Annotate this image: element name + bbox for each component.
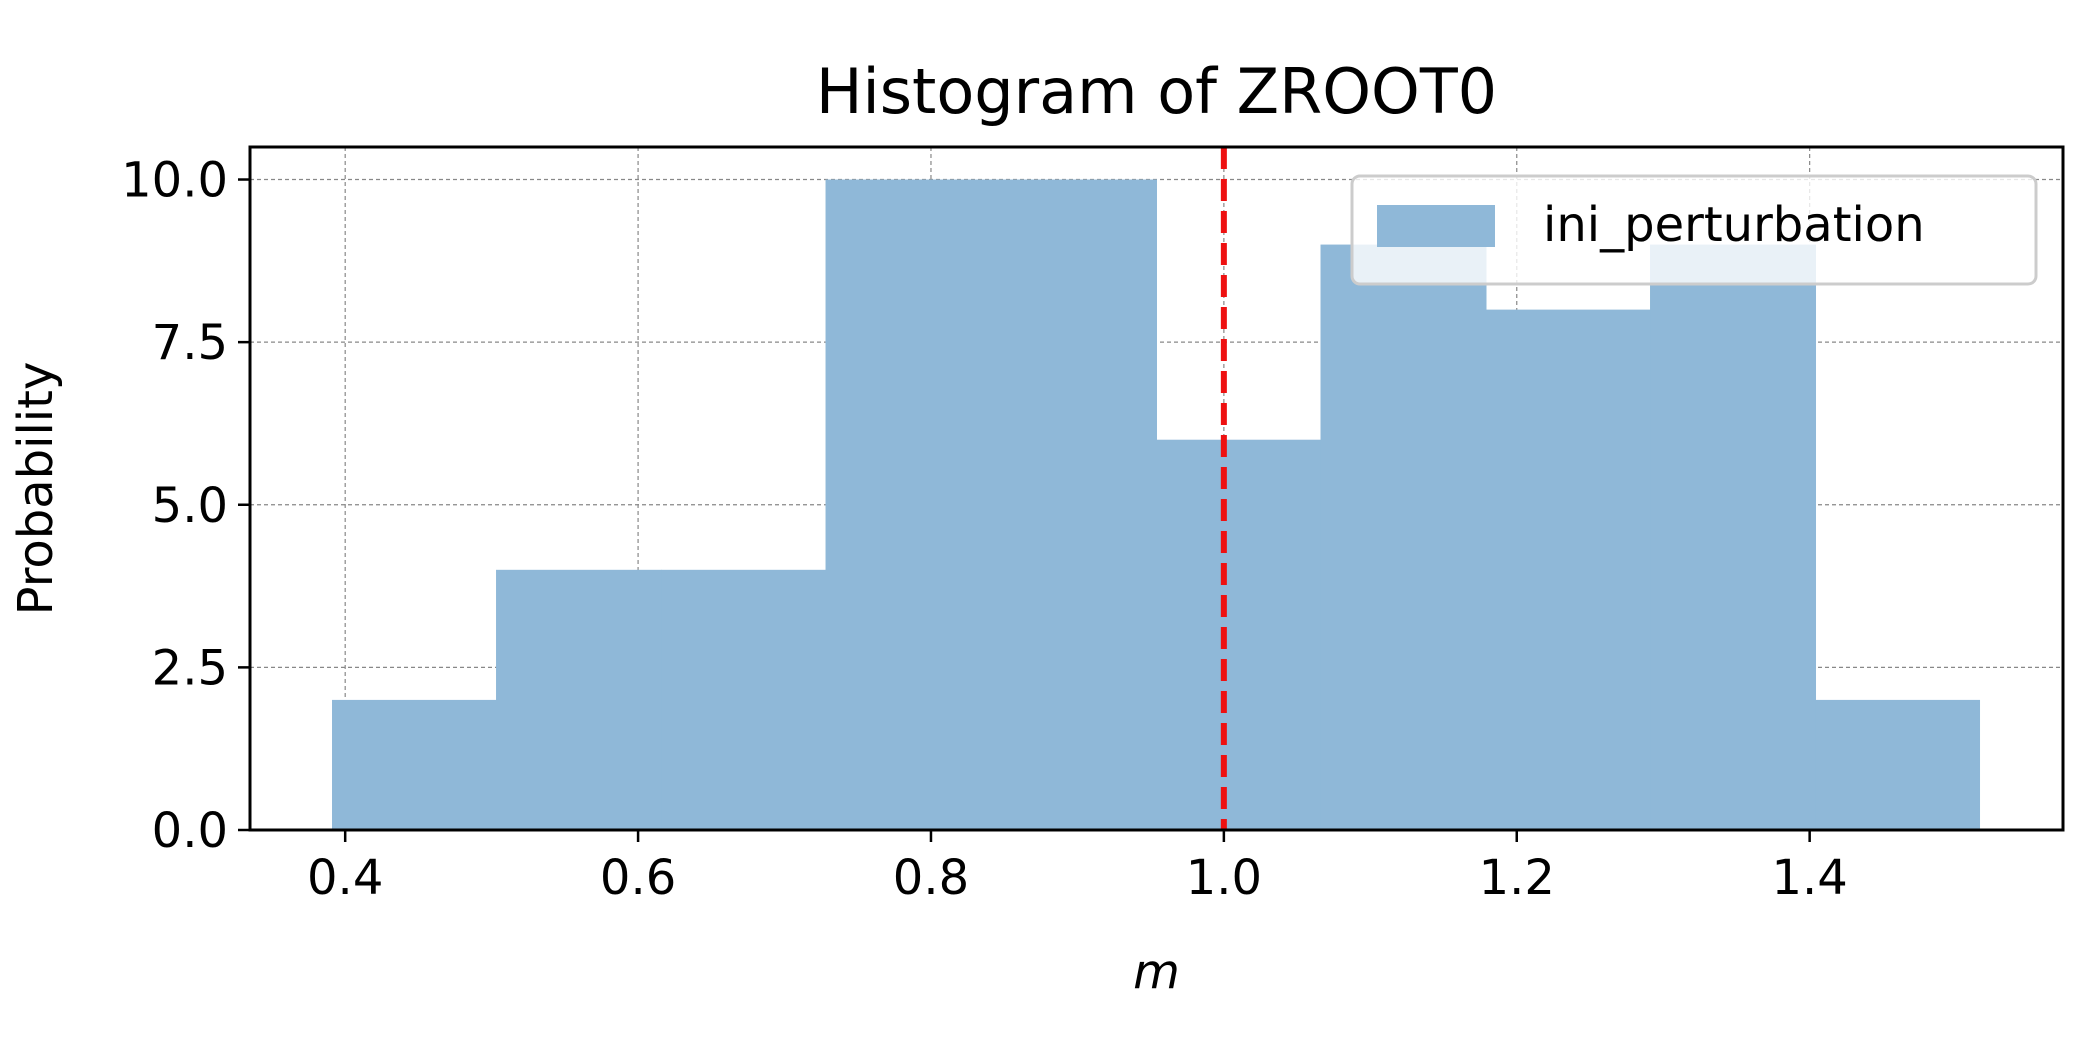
y-axis-label: Probability	[8, 362, 64, 616]
plot-frame	[248, 145, 2065, 832]
histogram-bar	[1320, 244, 1487, 831]
y-axis-ticks: 0.0 2.5 5.0 7.5 10.0	[121, 153, 250, 859]
legend: ini_perturbation	[1350, 174, 2038, 286]
histogram-bar	[1815, 699, 1981, 830]
histogram-bar	[991, 179, 1157, 830]
histogram-bar	[1486, 309, 1651, 831]
x-axis-label: m	[1133, 944, 1180, 1000]
legend-swatch	[1377, 205, 1495, 247]
x-tick-label: 0.6	[600, 850, 676, 906]
x-axis-ticks: 0.4 0.6 0.8 1.0 1.2 1.4	[307, 830, 1848, 906]
y-tick-label: 2.5	[152, 640, 228, 696]
y-tick-label: 5.0	[152, 478, 228, 534]
histogram-bars	[332, 179, 1981, 831]
histogram-bar	[496, 569, 663, 830]
y-tick-label: 10.0	[121, 153, 228, 209]
chart-title: Histogram of ZROOT0	[816, 55, 1497, 128]
y-tick-label: 7.5	[152, 315, 228, 371]
x-tick-label: 0.8	[893, 850, 969, 906]
x-tick-label: 1.4	[1771, 850, 1847, 906]
histogram-bar	[661, 569, 827, 830]
legend-box	[1350, 174, 2038, 286]
x-tick-label: 0.4	[307, 850, 383, 906]
histogram-bar	[825, 179, 992, 830]
histogram-bar	[1156, 439, 1322, 830]
y-tick-label: 0.0	[152, 803, 228, 859]
x-tick-label: 1.2	[1479, 850, 1555, 906]
histogram-bar	[332, 699, 497, 830]
legend-label: ini_perturbation	[1543, 197, 1925, 253]
x-tick-label: 1.0	[1186, 850, 1262, 906]
histogram-bar	[1650, 244, 1817, 831]
